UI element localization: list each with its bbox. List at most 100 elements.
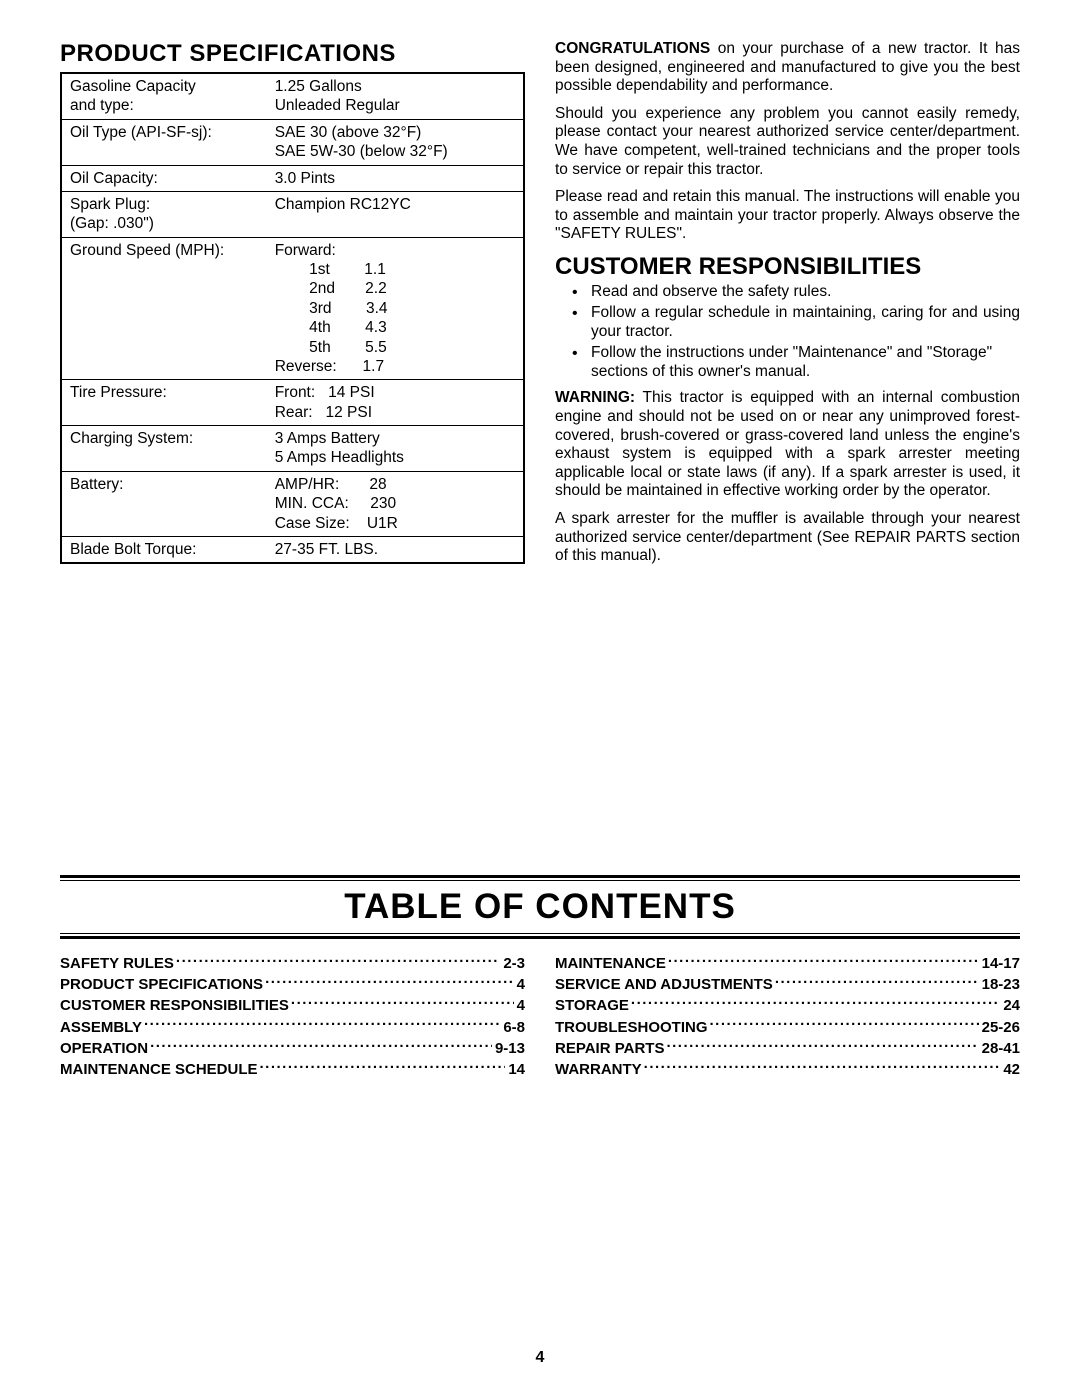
spec-value: Front: 14 PSI Rear: 12 PSI [275, 383, 515, 422]
page-number: 4 [0, 1349, 1080, 1367]
congrats-paragraph: CONGRATULATIONS on your purchase of a ne… [555, 40, 1020, 96]
spec-label: Battery: [70, 475, 275, 533]
toc-dots [708, 1017, 979, 1032]
warning-paragraph: WARNING: This tractor is equipped with a… [555, 389, 1020, 501]
toc-row: MAINTENANCE 14-17 [555, 953, 1020, 974]
spec-label: Charging System: [70, 429, 275, 468]
toc-dots [666, 953, 979, 968]
congrats-lead: CONGRATULATIONS [555, 40, 710, 57]
customer-responsibilities-heading: CUSTOMER RESPONSIBILITIES [555, 253, 1020, 281]
toc-label: REPAIR PARTS [555, 1039, 664, 1059]
spec-value: 3.0 Pints [275, 169, 515, 188]
toc-dots [174, 953, 500, 968]
spec-row: Gasoline Capacity and type: 1.25 Gallons… [62, 74, 523, 120]
body-p3: Please read and retain this manual. The … [555, 188, 1020, 244]
toc-page: 28-41 [979, 1039, 1020, 1059]
toc-label: STORAGE [555, 996, 629, 1016]
toc-dots [629, 995, 1000, 1010]
toc-row: SERVICE AND ADJUSTMENTS 18-23 [555, 974, 1020, 995]
toc-top-rule [60, 875, 1020, 881]
toc-dots [289, 995, 514, 1010]
toc-label: ASSEMBLY [60, 1018, 142, 1038]
toc-page: 14-17 [979, 954, 1020, 974]
responsibilities-list: Read and observe the safety rules. Follo… [555, 283, 1020, 382]
list-item: Follow a regular schedule in maintaining… [591, 304, 1020, 342]
toc-page: 25-26 [979, 1018, 1020, 1038]
toc-title: TABLE OF CONTENTS [60, 887, 1020, 927]
toc-label: SAFETY RULES [60, 954, 174, 974]
toc-label: OPERATION [60, 1039, 148, 1059]
toc-dots [664, 1038, 978, 1053]
body-p2: Should you experience any problem you ca… [555, 105, 1020, 179]
toc-row: ASSEMBLY 6-8 [60, 1017, 525, 1038]
spec-label: Blade Bolt Torque: [70, 540, 275, 559]
specs-table: Gasoline Capacity and type: 1.25 Gallons… [60, 72, 525, 564]
toc-dots [642, 1059, 1001, 1074]
spec-value: SAE 30 (above 32°F) SAE 5W-30 (below 32°… [275, 123, 515, 162]
toc-row: REPAIR PARTS 28-41 [555, 1038, 1020, 1059]
list-item: Read and observe the safety rules. [591, 283, 1020, 302]
toc-row: STORAGE 24 [555, 995, 1020, 1016]
toc-page: 24 [1000, 996, 1020, 1016]
toc-dots [148, 1038, 492, 1053]
toc-row: WARRANTY 42 [555, 1059, 1020, 1080]
toc-label: MAINTENANCE SCHEDULE [60, 1060, 258, 1080]
toc-row: MAINTENANCE SCHEDULE 14 [60, 1059, 525, 1080]
right-column: CONGRATULATIONS on your purchase of a ne… [555, 40, 1020, 575]
toc-dots [258, 1059, 506, 1074]
toc-left-column: SAFETY RULES 2-3 PRODUCT SPECIFICATIONS … [60, 953, 525, 1081]
left-column: PRODUCT SPECIFICATIONS Gasoline Capacity… [60, 40, 525, 575]
toc-row: OPERATION 9-13 [60, 1038, 525, 1059]
spec-row: Tire Pressure: Front: 14 PSI Rear: 12 PS… [62, 380, 523, 426]
toc-right-column: MAINTENANCE 14-17 SERVICE AND ADJUSTMENT… [555, 953, 1020, 1081]
toc-page: 4 [514, 996, 525, 1016]
toc-row: SAFETY RULES 2-3 [60, 953, 525, 974]
toc-page: 42 [1000, 1060, 1020, 1080]
spec-row: Ground Speed (MPH): Forward: 1st 1.1 2nd… [62, 238, 523, 381]
toc-label: SERVICE AND ADJUSTMENTS [555, 975, 773, 995]
spec-label: Gasoline Capacity and type: [70, 77, 275, 116]
spec-row: Spark Plug: (Gap: .030") Champion RC12YC [62, 192, 523, 238]
toc-label: MAINTENANCE [555, 954, 666, 974]
toc-row: PRODUCT SPECIFICATIONS 4 [60, 974, 525, 995]
toc-dots [263, 974, 514, 989]
toc-row: TROUBLESHOOTING 25-26 [555, 1017, 1020, 1038]
page: PRODUCT SPECIFICATIONS Gasoline Capacity… [0, 0, 1080, 1397]
specs-heading: PRODUCT SPECIFICATIONS [60, 40, 525, 68]
body-p5: A spark arrester for the muffler is avai… [555, 510, 1020, 566]
toc-page: 18-23 [979, 975, 1020, 995]
spec-value: 3 Amps Battery 5 Amps Headlights [275, 429, 515, 468]
spec-value: Champion RC12YC [275, 195, 515, 234]
spec-row: Charging System: 3 Amps Battery 5 Amps H… [62, 426, 523, 472]
toc-page: 14 [505, 1060, 525, 1080]
spec-value: 1.25 Gallons Unleaded Regular [275, 77, 515, 116]
table-of-contents: TABLE OF CONTENTS SAFETY RULES 2-3 PRODU… [60, 875, 1020, 1081]
two-column-layout: PRODUCT SPECIFICATIONS Gasoline Capacity… [60, 40, 1020, 575]
toc-page: 6-8 [500, 1018, 525, 1038]
toc-label: PRODUCT SPECIFICATIONS [60, 975, 263, 995]
toc-dots [142, 1017, 500, 1032]
spec-value: Forward: 1st 1.1 2nd 2.2 3rd 3.4 4th 4.3… [275, 241, 515, 377]
toc-columns: SAFETY RULES 2-3 PRODUCT SPECIFICATIONS … [60, 953, 1020, 1081]
toc-page: 4 [514, 975, 525, 995]
toc-row: CUSTOMER RESPONSIBILITIES 4 [60, 995, 525, 1016]
spec-label: Oil Type (API-SF-sj): [70, 123, 275, 162]
toc-label: CUSTOMER RESPONSIBILITIES [60, 996, 289, 1016]
spec-row: Oil Type (API-SF-sj): SAE 30 (above 32°F… [62, 120, 523, 166]
toc-label: WARRANTY [555, 1060, 642, 1080]
spec-label: Ground Speed (MPH): [70, 241, 275, 377]
spec-value: 27-35 FT. LBS. [275, 540, 515, 559]
spec-value: AMP/HR: 28 MIN. CCA: 230 Case Size: U1R [275, 475, 515, 533]
spec-label: Oil Capacity: [70, 169, 275, 188]
warning-lead: WARNING: [555, 389, 635, 406]
toc-dots [773, 974, 979, 989]
toc-bottom-rule [60, 933, 1020, 939]
spec-row: Oil Capacity: 3.0 Pints [62, 166, 523, 192]
spec-label: Spark Plug: (Gap: .030") [70, 195, 275, 234]
spec-row: Battery: AMP/HR: 28 MIN. CCA: 230 Case S… [62, 472, 523, 537]
toc-page: 9-13 [492, 1039, 525, 1059]
spec-label: Tire Pressure: [70, 383, 275, 422]
toc-label: TROUBLESHOOTING [555, 1018, 708, 1038]
list-item: Follow the instructions under "Maintenan… [591, 344, 1020, 382]
toc-page: 2-3 [500, 954, 525, 974]
